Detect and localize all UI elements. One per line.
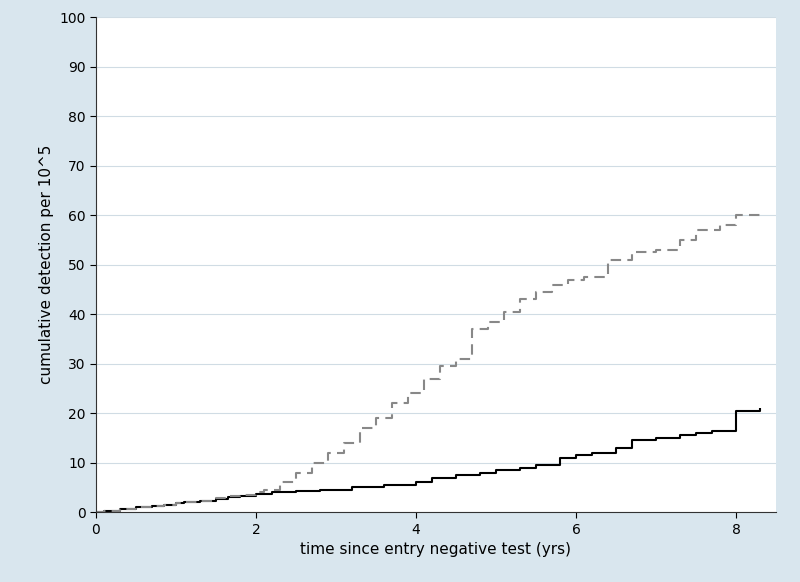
X-axis label: time since entry negative test (yrs): time since entry negative test (yrs)	[301, 542, 571, 557]
Y-axis label: cumulative detection per 10^5: cumulative detection per 10^5	[38, 145, 54, 385]
